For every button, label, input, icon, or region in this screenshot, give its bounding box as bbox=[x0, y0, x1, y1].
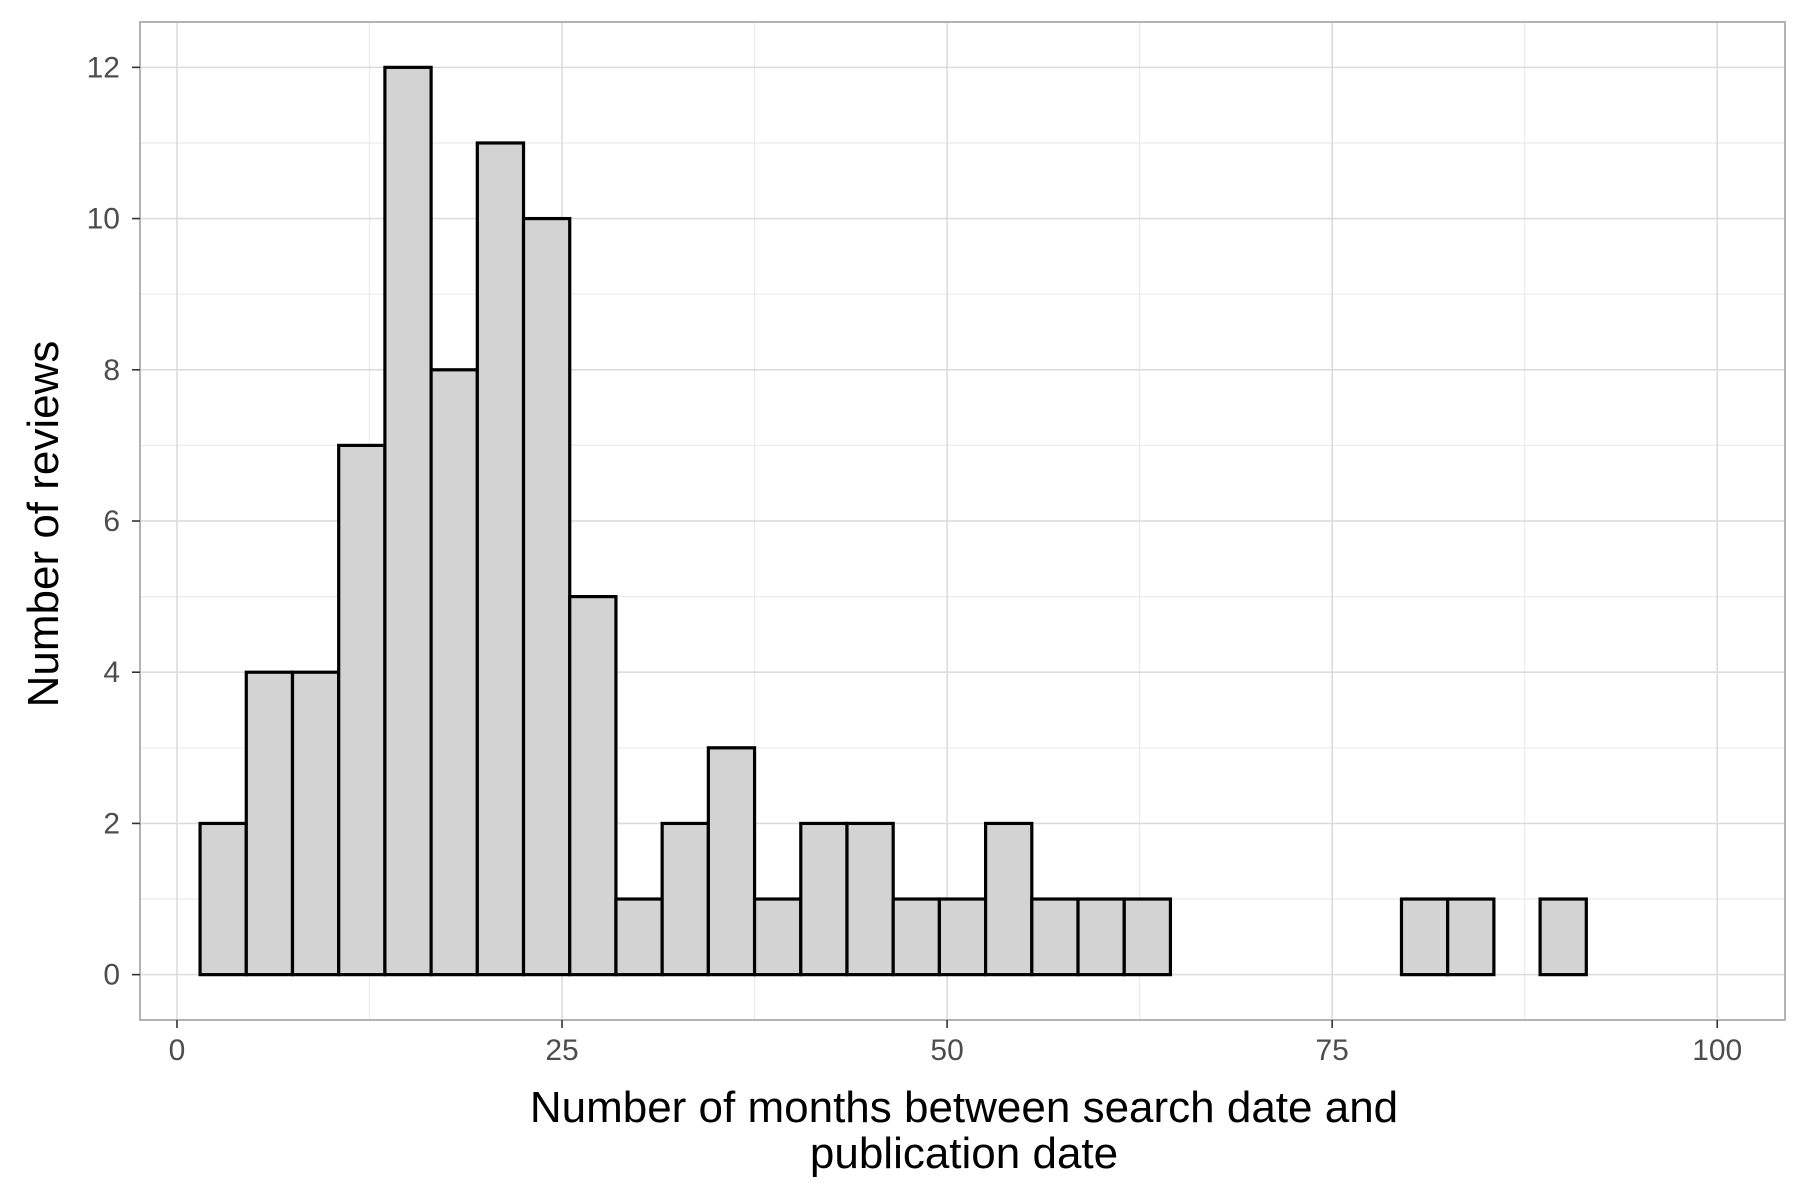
y-tick-label: 2 bbox=[103, 807, 120, 840]
histogram-bar bbox=[290, 670, 341, 977]
histogram-bar bbox=[198, 821, 248, 977]
x-axis-title-line-1: Number of months between search date and bbox=[530, 1083, 1398, 1132]
x-tick-label: 25 bbox=[545, 1034, 578, 1067]
y-tick-label: 10 bbox=[87, 203, 120, 236]
y-axis-ticks: 0 2 4 6 8 10 12 bbox=[87, 51, 140, 992]
histogram-bar bbox=[937, 897, 988, 977]
y-tick-label: 6 bbox=[103, 505, 120, 538]
histogram-bar bbox=[614, 897, 664, 977]
histogram-bar bbox=[891, 897, 941, 977]
x-tick-label: 0 bbox=[169, 1034, 186, 1067]
histogram-bar bbox=[984, 821, 1034, 977]
histogram-bar bbox=[1122, 897, 1173, 977]
y-tick-label: 8 bbox=[103, 354, 120, 387]
histogram-bar bbox=[1446, 897, 1496, 977]
histogram-bar bbox=[1076, 897, 1126, 977]
histogram-bar bbox=[799, 821, 849, 977]
histogram-bar bbox=[1399, 897, 1450, 977]
histogram-bar bbox=[521, 216, 572, 977]
histogram-bar bbox=[1538, 897, 1588, 977]
x-axis-ticks: 0 25 50 75 100 bbox=[169, 1020, 1742, 1067]
histogram-bar bbox=[1030, 897, 1080, 977]
histogram-bar bbox=[660, 821, 710, 977]
histogram-bar bbox=[845, 821, 895, 977]
x-tick-label: 100 bbox=[1692, 1034, 1742, 1067]
x-axis-title-line-2: publication date bbox=[810, 1129, 1118, 1178]
histogram-bar bbox=[383, 65, 433, 977]
y-tick-label: 4 bbox=[103, 656, 120, 689]
histogram-bar bbox=[429, 368, 479, 977]
histogram-bar bbox=[752, 897, 803, 977]
y-tick-label: 0 bbox=[103, 959, 120, 992]
histogram-bar bbox=[337, 443, 387, 977]
histogram-bar bbox=[706, 746, 757, 977]
histogram-bar bbox=[244, 670, 295, 977]
histogram-bars bbox=[198, 65, 1588, 977]
y-tick-label: 12 bbox=[87, 51, 120, 84]
histogram-bar bbox=[568, 595, 618, 977]
x-tick-label: 75 bbox=[1315, 1034, 1348, 1067]
histogram-bar bbox=[475, 141, 526, 977]
y-axis-title: Number of reviews bbox=[19, 341, 68, 708]
x-tick-label: 50 bbox=[930, 1034, 963, 1067]
